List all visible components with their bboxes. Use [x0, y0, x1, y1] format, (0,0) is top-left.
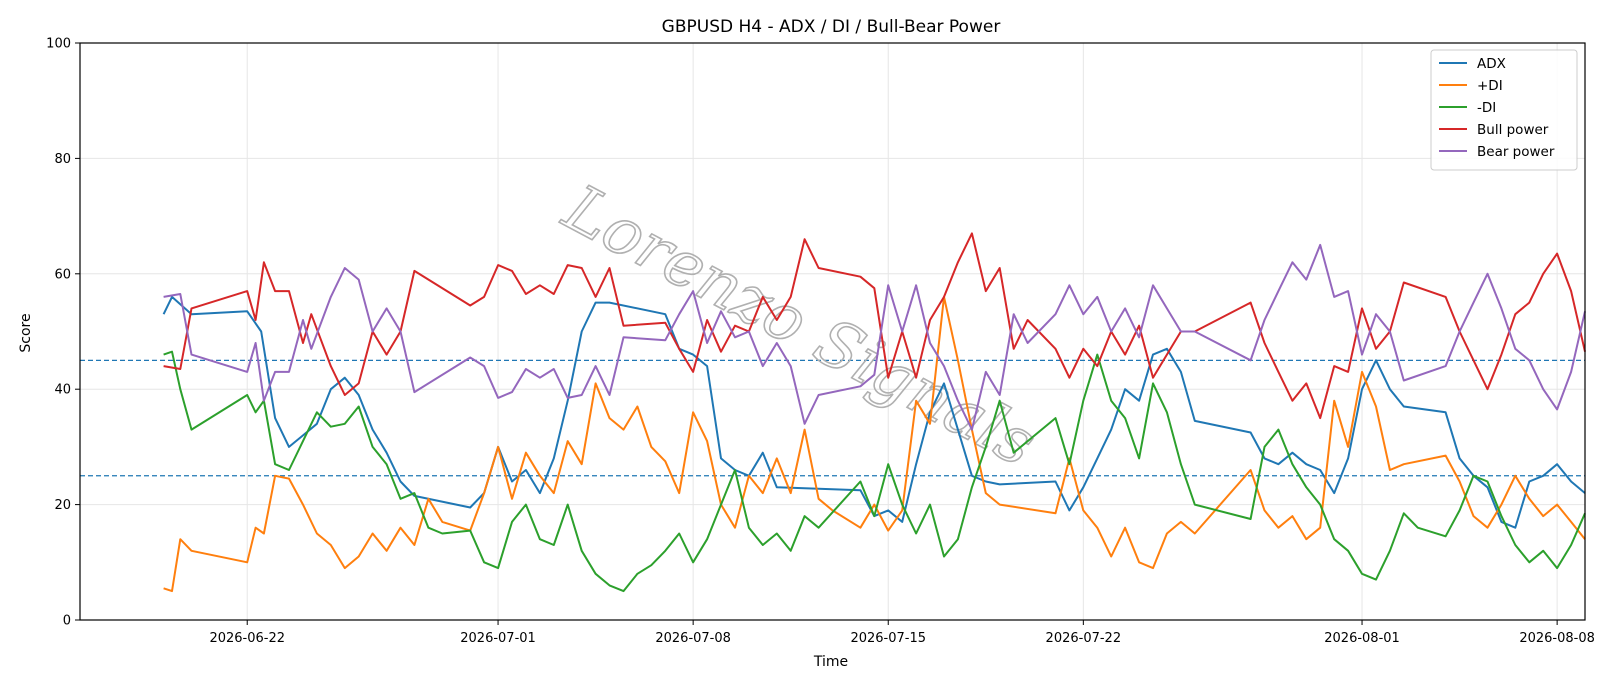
legend-box — [1430, 49, 1578, 171]
x-tick-label: 2026-08-08 — [1519, 631, 1595, 646]
x-tick-label: 2026-08-01 — [1324, 631, 1400, 646]
legend: ADX +DI -DI Bull power Bear power — [1430, 49, 1578, 171]
chart-title: GBPUSD H4 - ADX / DI / Bull-Bear Power — [662, 17, 1001, 37]
y-axis-label: Score — [18, 313, 34, 352]
y-tick-label: 80 — [54, 152, 71, 167]
reference-lines — [80, 359, 1585, 477]
y-tick-label: 40 — [54, 383, 71, 398]
y-tick-label: 100 — [46, 37, 71, 52]
x-tick-label: 2026-07-01 — [460, 631, 536, 646]
y-axis-ticks: 0 20 40 60 80 100 — [46, 37, 80, 629]
x-axis-label: Time — [813, 654, 848, 670]
legend-label: ADX — [1477, 56, 1506, 72]
series-line-bear-power — [163, 243, 1586, 431]
series-line-di — [163, 350, 1586, 593]
plot-frame — [79, 42, 1586, 621]
series-layer — [162, 232, 1586, 593]
y-tick-label: 20 — [54, 498, 71, 513]
x-axis-ticks: 2026-06-22 2026-07-01 2026-07-08 2026-07-15… — [209, 620, 1595, 646]
y-tick-label: 0 — [63, 614, 71, 629]
y-tick-label: 60 — [54, 267, 71, 282]
x-tick-label: 2026-07-22 — [1046, 631, 1122, 646]
x-tick-label: 2026-06-22 — [209, 631, 285, 646]
series-line-adx — [162, 295, 1586, 529]
x-tick-label: 2026-07-15 — [850, 631, 926, 646]
series-line-bull-power — [163, 232, 1586, 420]
series-line-di — [163, 295, 1586, 593]
legend-label: Bull power — [1477, 122, 1549, 138]
x-tick-label: 2026-07-08 — [655, 631, 731, 646]
legend-label: Bear power — [1477, 144, 1555, 160]
legend-label: +DI — [1477, 78, 1503, 94]
legend-label: -DI — [1477, 100, 1496, 116]
